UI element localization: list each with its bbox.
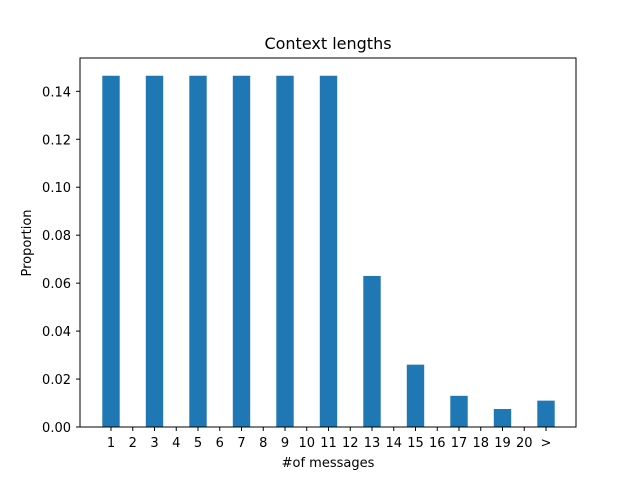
bar-7 — [232, 75, 251, 428]
x-tick-label: 5 — [194, 436, 202, 451]
x-tick-label: 13 — [364, 436, 381, 451]
bar-1 — [102, 75, 120, 428]
y-tick-label: 0.00 — [42, 421, 71, 436]
x-tick-label: 18 — [472, 436, 489, 451]
x-tick-label: 19 — [494, 436, 511, 451]
x-tick-label: 8 — [259, 436, 267, 451]
x-tick-label: 12 — [342, 436, 359, 451]
y-axis-label: Proportion — [20, 209, 35, 276]
x-tick-label: 20 — [516, 436, 533, 451]
bars-group — [102, 75, 555, 428]
x-axis-ticks: 1 2 3 4 5 6 7 8 9 10 11 12 13 14 15 16 17 18 19 20 > — [107, 427, 552, 451]
x-tick-label: 14 — [385, 436, 402, 451]
plot-frame — [79, 57, 577, 428]
bar-13 — [363, 275, 381, 427]
x-tick-label: 9 — [281, 436, 289, 451]
x-tick-label: 2 — [129, 436, 137, 451]
x-tick-label: 4 — [172, 436, 180, 451]
chart-title: Context lengths — [264, 34, 391, 53]
bar-19 — [493, 409, 512, 427]
y-tick-label: 0.08 — [42, 229, 71, 244]
x-tick-label: 11 — [320, 436, 337, 451]
bar-3 — [145, 75, 164, 428]
x-tick-label: 15 — [407, 436, 424, 451]
y-tick-label: 0.02 — [42, 373, 71, 388]
x-tick-label: 1 — [107, 436, 115, 451]
y-axis-ticks: 0.00 0.02 0.04 0.06 0.08 0.10 0.12 0.14 — [42, 85, 80, 436]
x-tick-label: 17 — [451, 436, 468, 451]
y-tick-label: 0.04 — [42, 325, 71, 340]
bar-5 — [189, 75, 207, 428]
bar-17 — [450, 395, 468, 427]
y-tick-label: 0.14 — [42, 85, 71, 100]
x-tick-label: 3 — [150, 436, 158, 451]
bar-15 — [406, 364, 425, 427]
bar-11 — [319, 75, 338, 428]
bar-gt — [537, 400, 555, 427]
y-tick-label: 0.06 — [42, 277, 71, 292]
x-tick-label: 16 — [429, 436, 446, 451]
x-tick-label: 7 — [237, 436, 245, 451]
y-tick-label: 0.12 — [42, 133, 71, 148]
x-tick-label: 10 — [298, 436, 315, 451]
x-axis-label: #of messages — [282, 456, 375, 471]
y-tick-label: 0.10 — [42, 181, 71, 196]
x-tick-label: > — [541, 436, 552, 451]
bar-9 — [276, 75, 294, 428]
x-tick-label: 6 — [216, 436, 224, 451]
